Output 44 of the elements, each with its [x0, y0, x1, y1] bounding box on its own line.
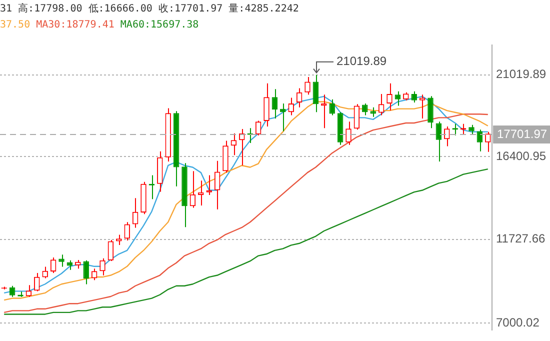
candlestick	[108, 239, 114, 262]
candlestick	[230, 132, 237, 156]
candlestick	[206, 174, 212, 196]
annotation: 21019.89	[336, 54, 387, 68]
candlestick	[378, 93, 384, 116]
candlestick	[83, 260, 89, 285]
candlestick	[190, 170, 196, 208]
candlestick	[26, 284, 32, 298]
candlestick	[346, 121, 352, 146]
text: 37.50	[0, 20, 30, 31]
text: MA30:18779.41	[36, 20, 114, 31]
candlestick	[132, 198, 138, 228]
candlestick	[66, 260, 73, 270]
candlestick	[468, 124, 474, 135]
candlestick	[436, 121, 442, 162]
candlestick	[100, 258, 106, 276]
candlestick	[222, 140, 228, 174]
candlestick	[476, 129, 483, 152]
y-tick-label: 21019.89	[496, 67, 546, 82]
candlestick	[34, 272, 40, 292]
candlestick	[354, 104, 360, 130]
candlestick	[264, 82, 270, 127]
text: MA60:15697.38	[120, 20, 199, 31]
text: 31 高:17798.00 低:16666.00 收:17701.97 量:4285.2242	[0, 2, 299, 15]
y-tick-label: 16400.95	[496, 148, 546, 163]
candlestick	[116, 234, 122, 246]
candlestick	[312, 74, 319, 113]
candlestick	[296, 88, 302, 108]
candlestick	[394, 90, 401, 106]
y-tick-label: 11727.66	[496, 232, 546, 246]
candlestick	[255, 120, 262, 136]
candlestick	[272, 88, 278, 120]
candlestick	[50, 256, 56, 274]
candlestick	[124, 222, 130, 242]
candlestick	[198, 180, 204, 206]
candlestick	[58, 254, 64, 268]
candlestick	[428, 96, 434, 129]
ref-line-label: 17701.97	[497, 126, 548, 141]
candlestick	[329, 98, 335, 116]
candlestick	[304, 76, 310, 96]
y-tick-label: 7000.02	[496, 315, 540, 330]
candlestick	[214, 160, 220, 210]
candlestick	[444, 126, 450, 147]
candlestick	[239, 128, 245, 166]
